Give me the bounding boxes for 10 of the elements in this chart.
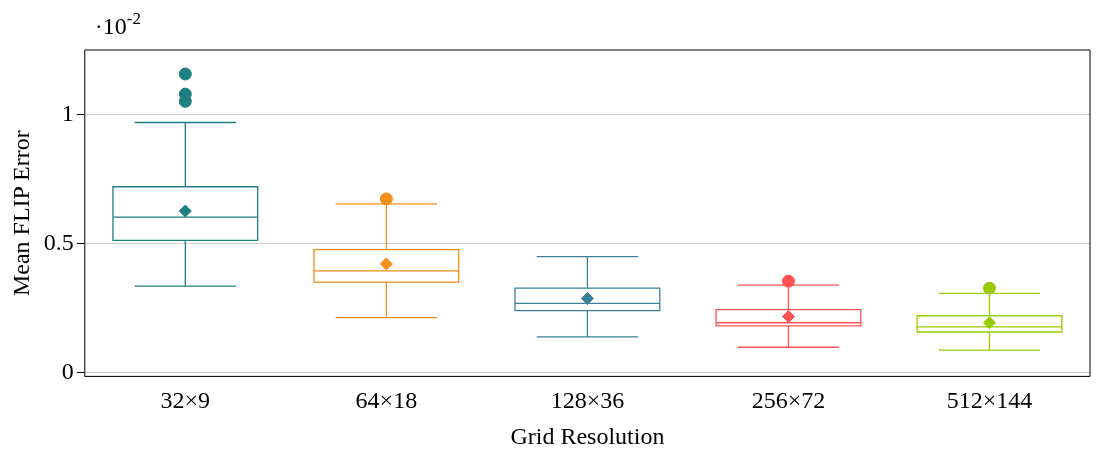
x-tick-label: 256×72 [751, 387, 826, 414]
y-axis-title: Mean FLIP Error [7, 130, 34, 297]
x-tick-label: 32×9 [160, 387, 211, 414]
y-tick-label: 1 [61, 99, 74, 126]
x-tick-label: 512×144 [946, 387, 1033, 414]
y-tick-label: 0 [61, 357, 74, 384]
x-tick-label: 128×36 [550, 387, 625, 414]
x-axis-title: Grid Resolution [510, 422, 665, 449]
x-tick-label: 64×18 [355, 387, 418, 414]
y-tick-label: 0.5 [43, 228, 74, 255]
